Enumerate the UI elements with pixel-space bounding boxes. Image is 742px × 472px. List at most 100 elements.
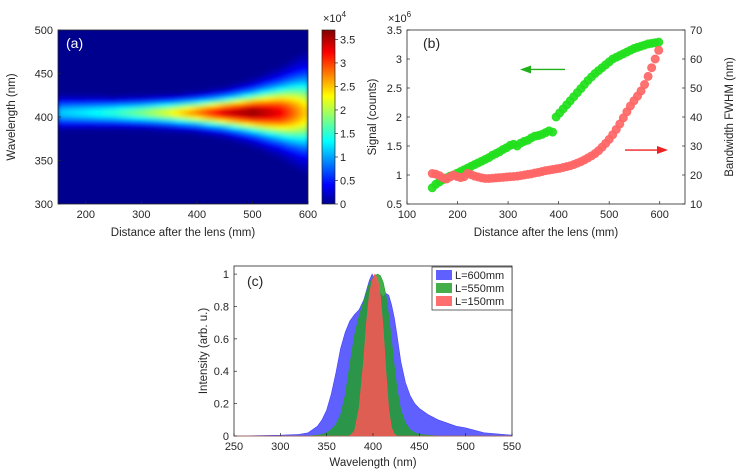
heatmap-cell <box>295 65 300 69</box>
heatmap-cell <box>279 84 284 89</box>
heatmap-cell <box>129 106 134 111</box>
heatmap-cell <box>158 119 162 124</box>
heatmap-cell <box>76 97 81 101</box>
heatmap-cell <box>279 154 284 159</box>
heatmap-cell <box>173 116 178 121</box>
heatmap-cell <box>223 116 228 121</box>
heatmap-cell <box>267 110 272 114</box>
heatmap-cell <box>86 106 90 111</box>
heatmap-cell <box>245 126 250 130</box>
heatmap-cell <box>264 126 268 130</box>
x-axis-label: Wavelength (nm) <box>329 457 416 469</box>
heatmap-cell <box>195 100 200 105</box>
heatmap-cell <box>129 97 134 101</box>
heatmap-cell <box>151 100 156 105</box>
colorbar-tick-label: 1.5 <box>340 128 355 140</box>
heatmap-cell <box>245 87 250 92</box>
heatmap-cell <box>217 132 222 137</box>
heatmap-cell <box>283 142 287 146</box>
heatmap-cell <box>301 129 306 133</box>
heatmap-cell <box>129 116 134 121</box>
heatmap-cell <box>176 122 181 127</box>
heatmap-cell <box>261 129 265 133</box>
heatmap-cell <box>154 122 159 127</box>
heatmap-cell <box>301 161 306 165</box>
heatmap-cell <box>264 90 268 95</box>
heatmap-cell <box>83 94 87 98</box>
heatmap-cell <box>245 116 250 121</box>
heatmap-cell <box>73 94 78 98</box>
heatmap-cell <box>273 145 278 149</box>
heatmap-cell <box>86 110 90 114</box>
heatmap-cell <box>208 87 212 92</box>
heatmap-cell <box>158 122 162 127</box>
heatmap-cell <box>258 87 262 92</box>
heatmap-cell <box>64 122 68 127</box>
heatmap-cell <box>104 126 109 130</box>
heatmap-cell <box>133 122 137 127</box>
heatmap-cell <box>79 122 84 127</box>
heatmap-cell <box>83 110 87 114</box>
heatmap-cell <box>242 110 247 114</box>
legend-swatch <box>436 296 452 306</box>
heatmap-cell <box>292 142 297 146</box>
heatmap-cell <box>289 97 293 101</box>
heatmap-cell <box>267 135 272 140</box>
heatmap-cell <box>183 103 187 108</box>
heatmap-cell <box>104 97 109 101</box>
heatmap-cell <box>161 122 165 127</box>
heatmap-cell <box>289 81 293 85</box>
heatmap-cell <box>248 110 253 114</box>
heatmap-cell <box>254 142 259 146</box>
heatmap-cell <box>248 135 253 140</box>
heatmap-cell <box>104 119 109 124</box>
heatmap-cell <box>292 84 297 89</box>
heatmap-cell <box>183 97 187 101</box>
heatmap-cell <box>304 142 308 146</box>
heatmap-cell <box>254 94 259 98</box>
heatmap-cell <box>79 103 84 108</box>
heatmap-cell <box>214 116 218 121</box>
heatmap-cell <box>248 84 253 89</box>
heatmap-cell <box>301 110 306 114</box>
heatmap-cell <box>186 97 190 101</box>
heatmap-cell <box>129 110 134 114</box>
heatmap-cell <box>279 110 284 114</box>
axis-arrows <box>520 65 668 155</box>
heatmap-cell <box>248 113 253 117</box>
heatmap-cell <box>186 113 190 117</box>
heatmap-cell <box>236 116 240 121</box>
heatmap-cell <box>289 151 293 156</box>
y-tick-label-right: 10 <box>690 199 702 211</box>
fwhm-point <box>647 63 657 73</box>
heatmap-cell <box>226 122 231 127</box>
heatmap-cell <box>289 90 293 95</box>
heatmap-cell <box>295 142 300 146</box>
heatmap-cell <box>79 94 84 98</box>
heatmap-cell <box>186 94 190 98</box>
heatmap-cell <box>298 148 303 153</box>
heatmap-cell <box>264 145 268 149</box>
heatmap-cell <box>189 100 193 105</box>
heatmap-cell <box>261 78 265 82</box>
heatmap-cell <box>89 126 93 130</box>
heatmap-cell <box>283 84 287 89</box>
heatmap-cell <box>261 106 265 111</box>
heatmap-cell <box>173 129 178 133</box>
heatmap-cell <box>104 103 109 108</box>
heatmap-cell <box>251 138 256 143</box>
heatmap-cell <box>286 135 290 140</box>
heatmap-cell <box>211 94 215 98</box>
heatmap-cell <box>298 161 303 165</box>
y-tick-label-right: 20 <box>690 170 702 182</box>
heatmap-cell <box>304 55 308 60</box>
heatmap-cell <box>142 100 147 105</box>
heatmap-cell <box>279 81 284 85</box>
heatmap-cell <box>229 113 234 117</box>
heatmap-cell <box>248 129 253 133</box>
heatmap-cell <box>229 97 234 101</box>
heatmap-cell <box>101 97 106 101</box>
heatmap-cell <box>114 122 118 127</box>
heatmap-cell <box>126 103 131 108</box>
heatmap-cell <box>304 154 308 159</box>
